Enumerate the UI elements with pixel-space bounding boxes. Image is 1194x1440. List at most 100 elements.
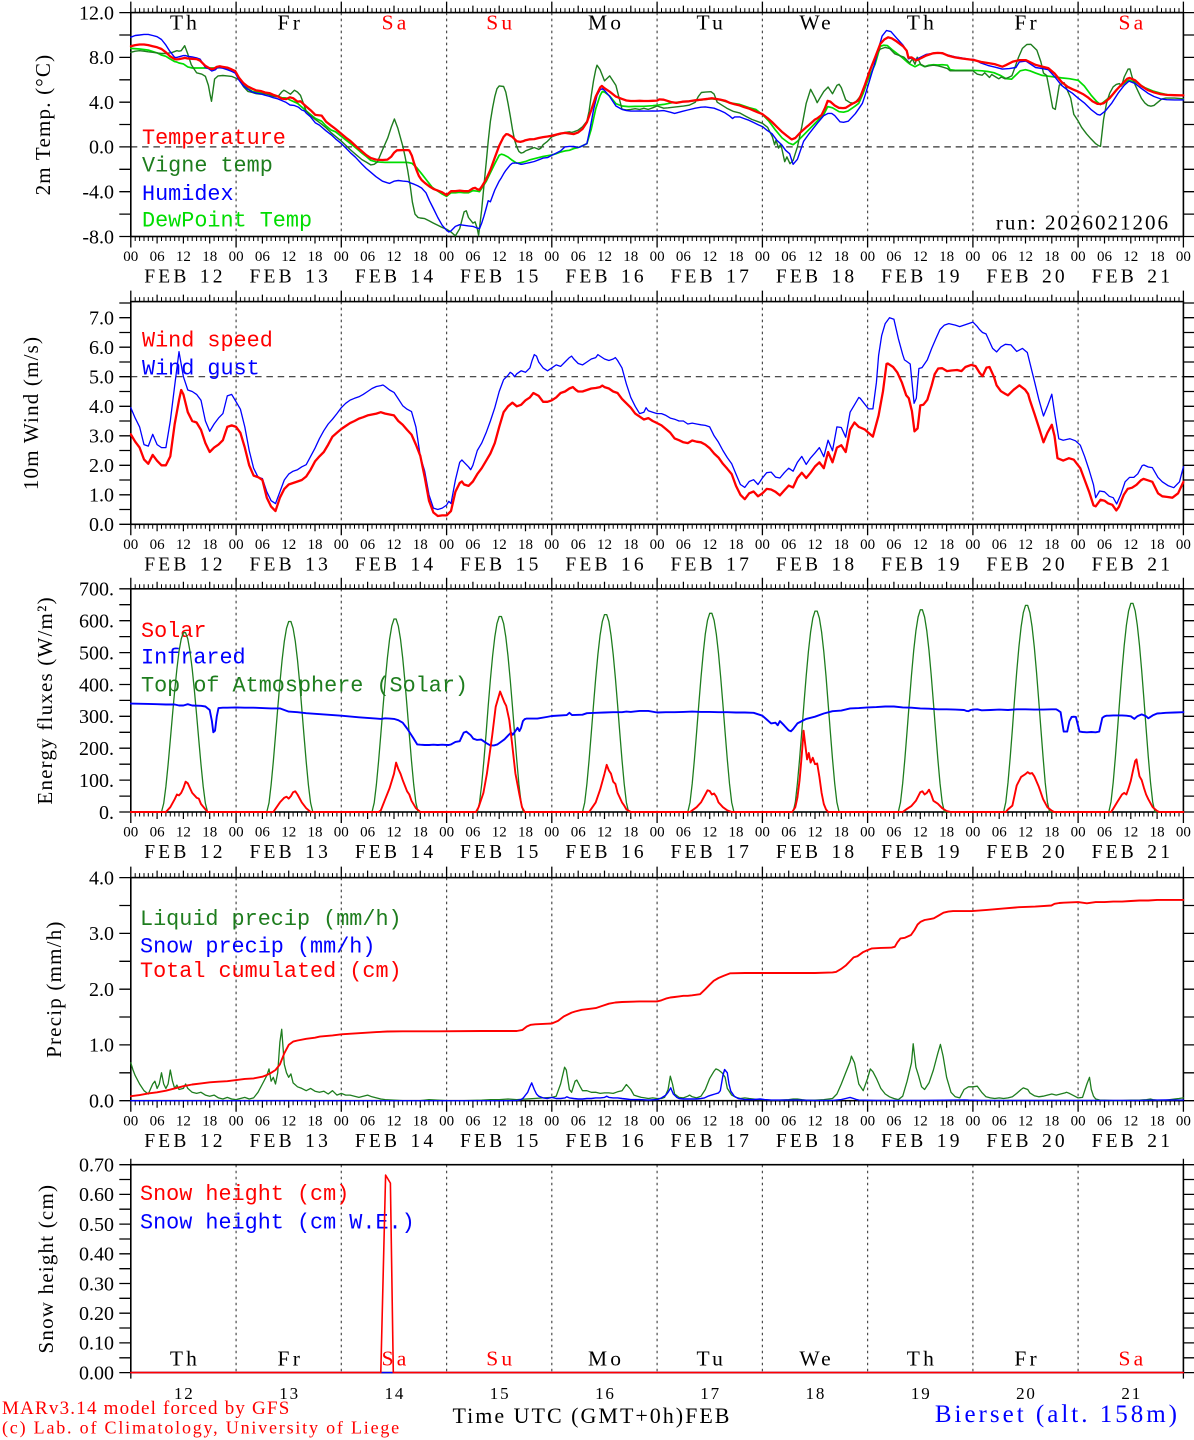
- svg-text:14: 14: [385, 1384, 406, 1403]
- svg-text:12: 12: [176, 249, 191, 265]
- svg-text:00: 00: [334, 1113, 349, 1129]
- svg-text:00: 00: [755, 537, 770, 553]
- svg-text:18: 18: [1044, 537, 1059, 553]
- svg-text:Temperature: Temperature: [142, 126, 286, 151]
- svg-text:12: 12: [808, 249, 823, 265]
- svg-text:FEB 18: FEB 18: [776, 267, 858, 288]
- svg-text:0.00: 0.00: [79, 1362, 114, 1384]
- svg-text:18: 18: [939, 537, 954, 553]
- svg-text:FEB 21: FEB 21: [1092, 555, 1174, 576]
- svg-text:FEB 16: FEB 16: [565, 842, 647, 863]
- svg-text:FEB 17: FEB 17: [671, 842, 753, 863]
- svg-text:Wind gust: Wind gust: [142, 357, 260, 382]
- svg-text:20: 20: [1016, 1384, 1037, 1403]
- svg-text:00: 00: [1176, 1113, 1191, 1129]
- svg-text:FEB 20: FEB 20: [986, 1131, 1068, 1152]
- svg-text:300.: 300.: [79, 706, 114, 728]
- svg-text:FEB 21: FEB 21: [1092, 267, 1174, 288]
- svg-text:12: 12: [387, 1113, 402, 1129]
- svg-text:12: 12: [913, 249, 928, 265]
- svg-text:18: 18: [834, 825, 849, 841]
- svg-text:We: We: [799, 1347, 834, 1371]
- svg-text:13: 13: [279, 1384, 300, 1403]
- svg-text:Sa: Sa: [382, 11, 410, 35]
- svg-text:00: 00: [544, 537, 559, 553]
- svg-text:2.0: 2.0: [89, 979, 114, 1001]
- svg-text:00: 00: [1071, 1113, 1086, 1129]
- svg-text:12: 12: [597, 825, 612, 841]
- svg-text:06: 06: [1097, 249, 1113, 265]
- svg-text:Fr: Fr: [1014, 11, 1040, 35]
- svg-text:06: 06: [1097, 1113, 1113, 1129]
- svg-text:-8.0: -8.0: [82, 226, 114, 248]
- svg-text:06: 06: [255, 1113, 271, 1129]
- svg-text:06: 06: [781, 249, 797, 265]
- svg-text:00: 00: [123, 1113, 138, 1129]
- svg-text:FEB 20: FEB 20: [986, 555, 1068, 576]
- svg-text:Tu: Tu: [697, 1347, 727, 1371]
- svg-text:FEB 16: FEB 16: [565, 555, 647, 576]
- svg-text:00: 00: [860, 1113, 875, 1129]
- svg-text:4.0: 4.0: [89, 396, 114, 418]
- svg-text:18: 18: [729, 249, 744, 265]
- svg-text:0.10: 0.10: [79, 1333, 114, 1355]
- svg-text:0.70: 0.70: [79, 1155, 114, 1177]
- svg-text:FEB 19: FEB 19: [881, 267, 963, 288]
- svg-text:FEB 19: FEB 19: [881, 842, 963, 863]
- svg-text:Su: Su: [486, 11, 515, 35]
- svg-text:12: 12: [1123, 1113, 1138, 1129]
- svg-text:18: 18: [623, 249, 638, 265]
- svg-text:18: 18: [202, 1113, 217, 1129]
- svg-text:06: 06: [992, 1113, 1008, 1129]
- svg-text:Th: Th: [170, 11, 200, 35]
- svg-text:06: 06: [465, 825, 481, 841]
- svg-text:06: 06: [886, 249, 902, 265]
- svg-text:Th: Th: [907, 1347, 937, 1371]
- svg-text:18: 18: [729, 1113, 744, 1129]
- svg-text:12: 12: [1123, 249, 1138, 265]
- svg-text:12: 12: [597, 1113, 612, 1129]
- svg-text:FEB 18: FEB 18: [776, 1131, 858, 1152]
- svg-text:00: 00: [1071, 249, 1086, 265]
- svg-text:12.0: 12.0: [79, 2, 114, 24]
- svg-text:4.0: 4.0: [89, 867, 114, 889]
- svg-text:400.: 400.: [79, 674, 114, 696]
- svg-text:FEB 21: FEB 21: [1092, 1131, 1174, 1152]
- svg-text:12: 12: [597, 249, 612, 265]
- svg-text:FEB 13: FEB 13: [250, 555, 332, 576]
- svg-text:18: 18: [1044, 1113, 1059, 1129]
- svg-text:12: 12: [281, 249, 296, 265]
- svg-text:06: 06: [360, 1113, 376, 1129]
- svg-text:18: 18: [202, 537, 217, 553]
- svg-text:06: 06: [781, 1113, 797, 1129]
- svg-text:Sa: Sa: [1118, 1347, 1146, 1371]
- svg-text:FEB 15: FEB 15: [460, 1131, 542, 1152]
- svg-text:12: 12: [597, 537, 612, 553]
- svg-text:Snow height (cm): Snow height (cm): [34, 1184, 58, 1354]
- svg-text:FEB 20: FEB 20: [986, 267, 1068, 288]
- svg-text:FEB 14: FEB 14: [355, 267, 437, 288]
- svg-text:00: 00: [123, 825, 138, 841]
- svg-text:06: 06: [781, 825, 797, 841]
- svg-text:06: 06: [571, 1113, 587, 1129]
- svg-text:FEB 14: FEB 14: [355, 842, 437, 863]
- svg-text:18: 18: [939, 825, 954, 841]
- svg-text:Th: Th: [170, 1347, 200, 1371]
- svg-text:Th: Th: [907, 11, 937, 35]
- svg-text:06: 06: [465, 1113, 481, 1129]
- svg-text:06: 06: [465, 249, 481, 265]
- svg-text:00: 00: [229, 1113, 244, 1129]
- svg-text:7.0: 7.0: [89, 308, 114, 330]
- svg-text:00: 00: [755, 249, 770, 265]
- svg-text:06: 06: [571, 537, 587, 553]
- svg-text:FEB 19: FEB 19: [881, 1131, 963, 1152]
- svg-text:06: 06: [886, 1113, 902, 1129]
- svg-text:12: 12: [808, 825, 823, 841]
- svg-text:Wind speed: Wind speed: [142, 329, 273, 354]
- svg-text:Solar: Solar: [141, 619, 206, 644]
- svg-text:12: 12: [702, 825, 717, 841]
- svg-text:00: 00: [860, 825, 875, 841]
- svg-text:06: 06: [676, 537, 692, 553]
- svg-text:00: 00: [544, 249, 559, 265]
- svg-text:18: 18: [518, 825, 533, 841]
